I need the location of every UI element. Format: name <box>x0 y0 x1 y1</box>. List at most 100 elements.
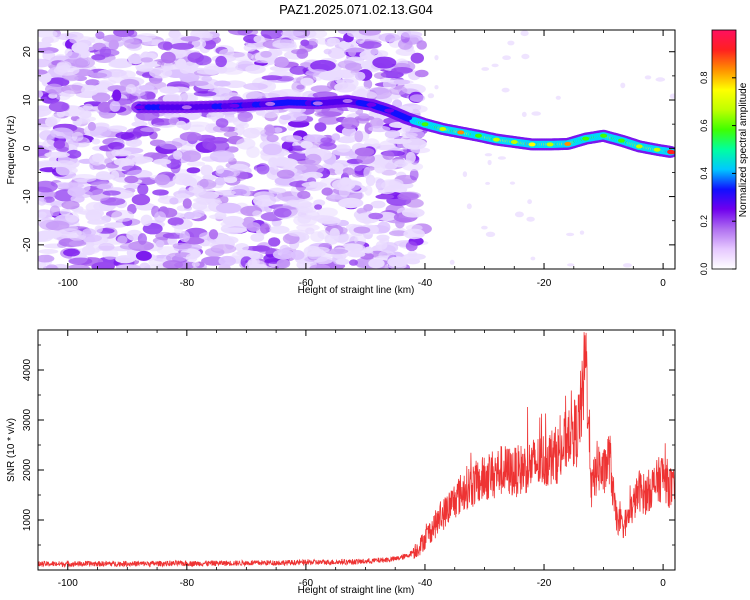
noise-blob <box>160 51 176 64</box>
noise-blob <box>644 75 652 80</box>
x-tick-label: 0 <box>660 578 666 589</box>
ridge-point <box>475 133 482 138</box>
noise-blob <box>269 191 283 202</box>
noise-blob <box>168 86 190 93</box>
noise-blob <box>137 183 149 196</box>
noise-blob <box>45 220 70 231</box>
noise-blob <box>215 234 230 244</box>
noise-blob <box>71 131 84 142</box>
noise-blob <box>181 150 202 162</box>
noise-blob <box>113 158 133 166</box>
noise-blob <box>391 67 413 74</box>
noise-blob <box>117 235 128 245</box>
noise-blob <box>176 58 187 70</box>
noise-blob <box>327 37 340 46</box>
noise-blob <box>178 92 199 104</box>
noise-blob <box>202 174 217 181</box>
ridge-point <box>653 147 661 152</box>
noise-blob <box>243 82 268 91</box>
noise-blob <box>89 126 112 138</box>
noise-blob <box>49 205 61 217</box>
noise-blob <box>321 187 333 196</box>
noise-blob <box>185 253 198 263</box>
x-tick-label: -40 <box>418 278 433 289</box>
noise-blob <box>555 95 561 100</box>
noise-blob <box>405 241 418 252</box>
ridge-point <box>265 101 276 106</box>
noise-blob <box>206 140 230 153</box>
colorbar-tick-label: 0.0 <box>699 263 709 276</box>
noise-blob <box>56 61 72 70</box>
noise-blob <box>354 130 364 143</box>
noise-blob <box>313 199 326 207</box>
noise-blob <box>300 39 310 47</box>
noise-blob <box>358 113 370 119</box>
noise-blob <box>368 212 384 220</box>
noise-blob <box>104 222 127 228</box>
noise-blob <box>89 154 105 166</box>
noise-blob <box>481 67 490 71</box>
colorbar-tick-label: 0.2 <box>699 215 709 228</box>
noise-blob <box>354 147 375 157</box>
noise-blob <box>260 50 272 58</box>
noise-blob <box>358 30 381 36</box>
noise-blob <box>337 234 359 245</box>
noise-blob <box>57 228 82 239</box>
x-tick-label: -20 <box>537 578 552 589</box>
noise-blob <box>215 55 227 68</box>
noise-blob <box>246 222 261 232</box>
noise-blob <box>331 133 341 141</box>
noise-blob <box>45 36 59 43</box>
noise-blob <box>38 197 47 206</box>
snr-plot-area <box>38 330 675 570</box>
noise-blob <box>245 260 267 269</box>
noise-blob <box>223 131 239 138</box>
noise-blob <box>38 254 55 263</box>
spectrogram-y-axis-label: Frequency (Hz) <box>6 116 17 185</box>
noise-blob <box>370 200 386 209</box>
noise-blob <box>169 197 179 205</box>
noise-blob <box>256 163 270 175</box>
noise-blob <box>318 70 344 81</box>
noise-blob <box>481 225 488 230</box>
noise-blob <box>111 210 134 222</box>
noise-blob <box>341 117 360 130</box>
noise-blob <box>409 94 426 102</box>
noise-blob <box>85 79 100 86</box>
noise-blob <box>39 130 56 141</box>
noise-blob <box>201 75 213 82</box>
noise-blob <box>348 48 357 57</box>
noise-blob <box>170 42 194 50</box>
noise-blob <box>123 183 141 190</box>
noise-blob <box>153 158 172 165</box>
noise-blob <box>172 242 192 250</box>
noise-blob <box>335 258 350 265</box>
ridge-point <box>181 105 192 110</box>
noise-blob <box>521 53 530 60</box>
noise-blob <box>266 134 279 143</box>
noise-blob <box>507 40 515 46</box>
noise-blob <box>263 124 276 136</box>
noise-blob <box>319 142 337 150</box>
noise-blob <box>285 135 303 142</box>
noise-blob <box>193 91 217 97</box>
noise-blob <box>38 71 52 84</box>
noise-blob <box>401 208 425 218</box>
noise-blob <box>152 189 169 196</box>
noise-blob <box>252 210 262 217</box>
noise-blob <box>526 216 535 222</box>
noise-blob <box>491 63 499 68</box>
noise-blob <box>127 30 138 38</box>
noise-blob <box>38 41 52 48</box>
noise-blob <box>119 70 136 80</box>
noise-blob <box>402 138 427 150</box>
noise-blob <box>214 177 226 186</box>
noise-blob <box>218 49 235 58</box>
noise-blob <box>188 184 204 194</box>
noise-blob <box>527 199 532 205</box>
noise-blob <box>286 199 300 206</box>
noise-blob <box>531 111 541 116</box>
noise-blob <box>102 34 123 43</box>
colorbar-label: Normalized spectral amplitude <box>738 82 749 217</box>
noise-blob <box>397 192 419 201</box>
